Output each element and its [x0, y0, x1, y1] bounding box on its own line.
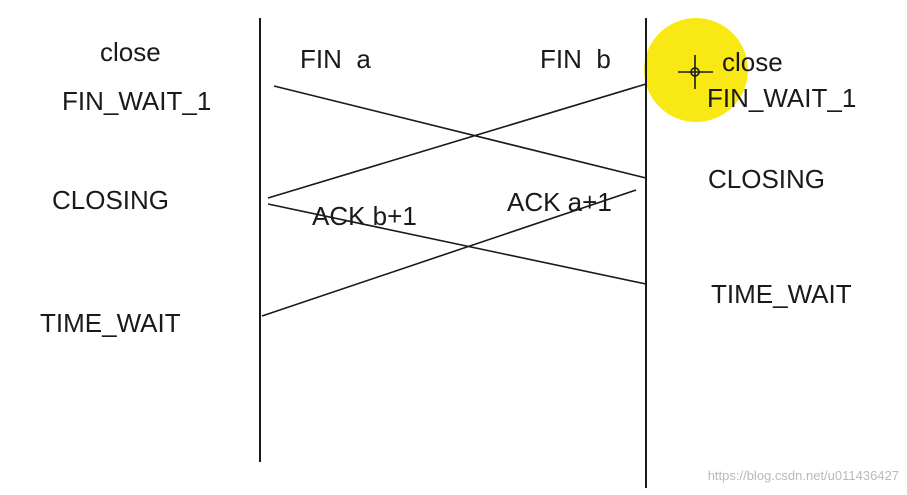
left-state-fin-wait-1: FIN_WAIT_1	[62, 86, 212, 116]
fin-a-line	[273, 85, 647, 179]
ack-a-line	[261, 189, 637, 317]
left-state-closing: CLOSING	[52, 185, 170, 215]
message-ack-a: ACK a+1	[507, 187, 612, 217]
left-state-time-wait: TIME_WAIT	[40, 308, 181, 338]
crosshair-cursor-icon	[678, 55, 713, 89]
watermark: https://blog.csdn.net/u011436427	[707, 468, 899, 483]
message-fin-a: FIN a	[300, 44, 371, 74]
ack-b-line	[267, 203, 647, 285]
left-state-close: close	[100, 37, 161, 67]
message-fin-b: FIN b	[540, 44, 611, 74]
fin-b-line	[267, 83, 647, 199]
right-state-closing: CLOSING	[708, 164, 826, 194]
right-state-time-wait: TIME_WAIT	[711, 279, 852, 309]
right-state-close: close	[722, 47, 783, 77]
message-ack-b: ACK b+1	[312, 201, 417, 231]
right-state-fin-wait-1: FIN_WAIT_1	[707, 83, 857, 113]
cursor-highlight	[644, 18, 748, 122]
